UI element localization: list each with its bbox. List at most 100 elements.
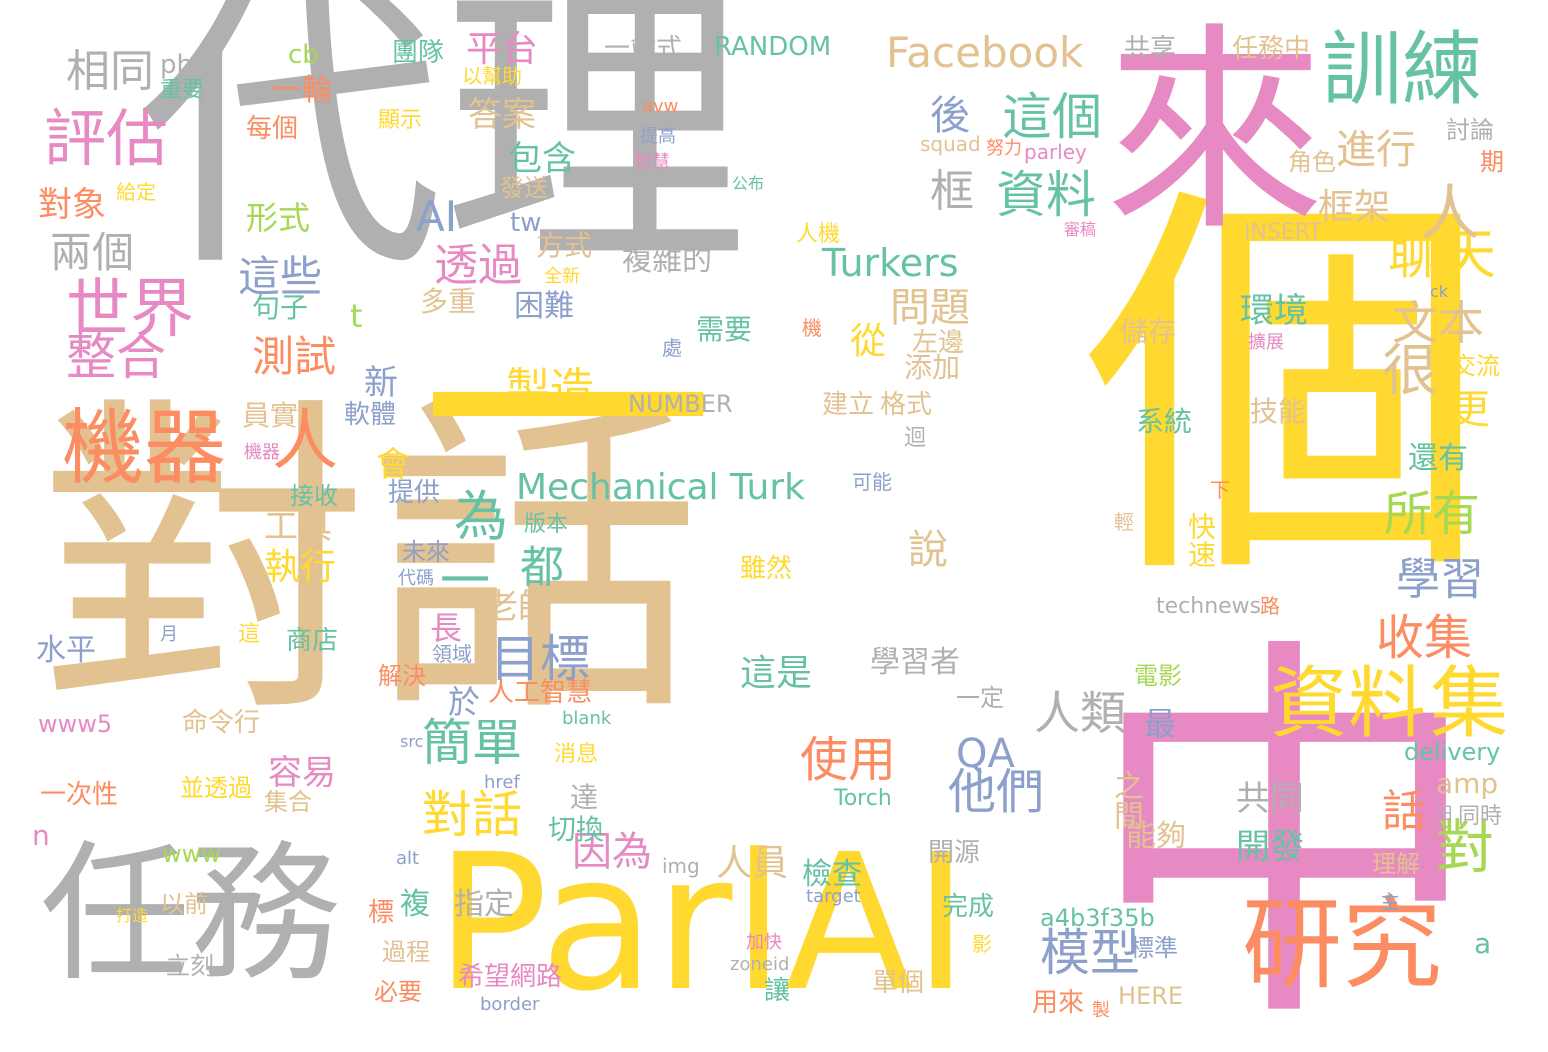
word-w041: 文本 [1392,296,1484,350]
word-w177: 機 [802,316,822,340]
word-w173: 智慧 [634,152,670,173]
word-w047: Mechanical Turk [516,467,805,508]
word-w109: 讓 [764,976,791,1006]
word-w121: 工具 [264,507,332,547]
word-w188: img [662,854,700,878]
word-w059: 對 [1436,813,1495,881]
word-w166: 角色 [1288,148,1336,176]
word-w160: 以幫助 [462,64,522,88]
word-w009: 研究 [1242,886,1442,1003]
word-w196: 日 [1436,804,1454,825]
word-w165: 討論 [1446,116,1494,144]
word-w161: 顯示 [378,108,423,133]
word-w172: 公布 [732,174,765,193]
word-w183: blank [562,708,612,729]
word-w018: 相同 [66,46,154,97]
word-w017: 評估 [44,102,169,175]
word-w110: 單個 [872,968,925,998]
word-w035: 兩個 [50,228,135,277]
word-w044: 所有 [1384,486,1481,542]
word-w076: 之間 [1108,770,1143,830]
word-w162: cb [288,40,319,70]
word-w001: 代理 [138,0,748,308]
word-w031: Turkers [822,241,959,285]
word-w091: 長 [430,609,463,647]
word-w064: 環境 [1240,291,1308,331]
word-w128: 解決 [378,662,426,690]
word-w163: squad [920,132,981,156]
word-w042: 很 [1382,339,1438,404]
word-w023: 一站式 [604,34,683,64]
word-w030: 框 [930,166,974,217]
word-w021: 平台 [466,29,539,70]
word-w127: 水平 [36,633,96,668]
word-w007: ParlAI [435,814,969,1033]
word-w099: 完成 [942,892,995,922]
word-w052: 簡單 [422,714,522,772]
word-w125: 代碼 [398,568,434,589]
word-w098: 開源 [928,838,981,868]
word-w038: 進行 [1336,127,1416,173]
word-w100: 一定 [956,684,1004,712]
word-w015: Facebook [886,28,1084,77]
word-w074: 共同 [1236,779,1304,819]
word-w112: border [480,994,540,1015]
word-w050: 都 [520,542,564,593]
word-w048: 為 [454,485,508,548]
word-w156: 可能 [852,470,892,494]
word-w011: 人 [272,402,338,479]
word-w046: 收集 [1376,610,1473,666]
word-w081: amp [1436,767,1499,800]
word-w061: 製造 [506,364,594,415]
word-w028: 後 [930,93,970,139]
word-w019: php [160,50,210,80]
word-w034: 這些 [238,252,323,301]
word-w020: 一輪 [272,73,332,108]
word-w123: 版本 [524,512,569,537]
word-w006: 來 [1105,4,1326,260]
word-w192: 標 [368,898,395,928]
word-w069: 還有 [1408,441,1468,476]
word-w065: 儲存 [1120,315,1177,348]
word-w179: ck [1430,282,1449,301]
word-w159: 重要 [160,78,205,103]
word-w169: 人機 [796,222,841,247]
word-w178: 迴 [904,426,927,451]
word-w045: 學習 [1396,554,1484,605]
word-w056: 他們 [948,764,1045,820]
word-w063: 從 [850,321,887,362]
word-w198: 影 [972,932,992,956]
word-w151: 左邊 [912,328,965,358]
word-w136: www [162,840,221,868]
word-w079: a [1474,927,1492,960]
word-w066: 交流 [1452,352,1500,380]
word-w008: 任務 [40,828,341,1002]
word-w070: 快速 [1184,512,1217,568]
word-w111: 用來 [1032,988,1085,1018]
word-w093: 人工智慧 [488,678,593,708]
word-w171: 全新 [544,266,580,287]
word-w150: t [350,297,363,335]
word-w058: 模型 [1040,924,1140,982]
word-w002: 對話 [38,371,702,757]
word-w185: 消息 [554,742,599,767]
word-w108: 過程 [382,938,430,966]
word-w113: 測試 [252,332,337,381]
word-w126: 商店 [286,626,339,656]
word-w088: Torch [834,786,892,811]
word-w004: 一 [420,245,715,589]
word-w180: 月 [160,624,178,645]
word-w040: 人 [1420,179,1480,249]
word-w055: 人類 [1034,686,1126,740]
word-w051: 目標 [490,630,590,688]
word-w083: 同時 [1458,804,1503,829]
word-w144: 需要 [696,313,753,346]
word-w096: 人員 [716,843,789,884]
word-w012: 訓練 [1322,23,1482,116]
word-w085: 標準 [1130,934,1178,962]
word-w067: 系統 [1136,405,1193,438]
word-w155: 格式 [880,390,933,420]
word-w080: delivery [1404,738,1501,766]
word-w027: 這個 [1002,88,1102,146]
word-w104: 指定 [454,887,514,922]
